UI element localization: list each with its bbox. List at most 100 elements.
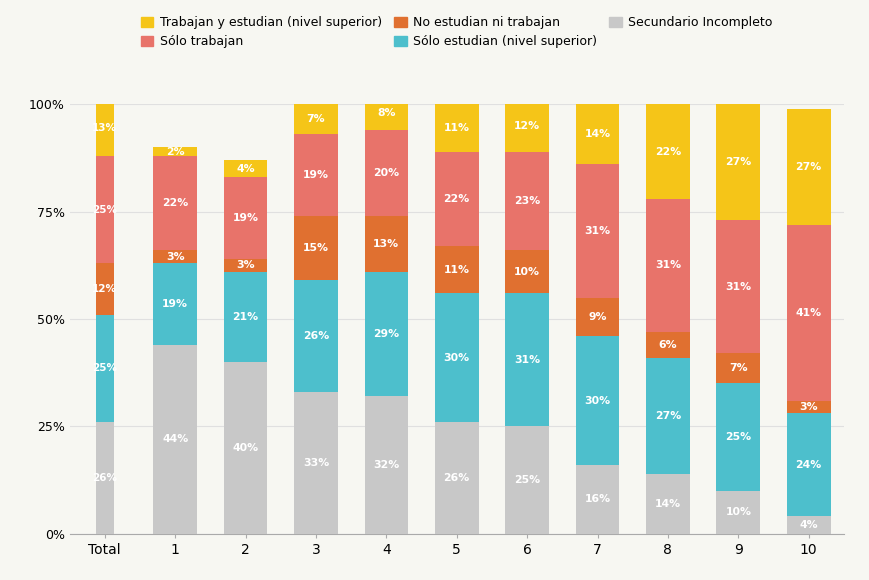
Bar	[575, 165, 619, 298]
Bar	[505, 151, 548, 251]
Text: 7%: 7%	[728, 363, 746, 374]
Bar	[575, 465, 619, 534]
Bar	[223, 177, 267, 259]
Bar	[434, 151, 478, 246]
Text: 25%: 25%	[92, 205, 117, 215]
Text: 22%: 22%	[654, 147, 680, 157]
Bar	[786, 401, 830, 414]
Text: 12%: 12%	[92, 284, 117, 294]
Text: 10%: 10%	[725, 507, 751, 517]
Text: 31%: 31%	[584, 226, 610, 236]
Bar	[96, 422, 114, 534]
Bar	[434, 293, 478, 422]
Text: 10%: 10%	[514, 267, 540, 277]
Bar	[716, 353, 760, 383]
Text: 7%: 7%	[306, 114, 325, 125]
Bar	[434, 422, 478, 534]
Bar	[575, 336, 619, 465]
Text: 27%: 27%	[794, 162, 821, 172]
Bar	[96, 156, 114, 263]
Text: 3%: 3%	[236, 260, 255, 270]
Text: 13%: 13%	[92, 123, 117, 133]
Bar	[786, 108, 830, 224]
Bar	[294, 392, 337, 534]
Bar	[364, 130, 408, 216]
Bar	[646, 199, 689, 332]
Bar	[505, 426, 548, 534]
Bar	[294, 216, 337, 280]
Bar	[153, 345, 196, 534]
Text: 2%: 2%	[166, 147, 184, 157]
Text: 29%: 29%	[373, 329, 399, 339]
Text: 23%: 23%	[514, 196, 540, 206]
Text: 26%: 26%	[302, 331, 328, 341]
Text: 12%: 12%	[514, 121, 540, 131]
Bar	[96, 263, 114, 315]
Bar	[364, 216, 408, 272]
Text: 33%: 33%	[302, 458, 328, 468]
Bar	[786, 516, 830, 534]
Bar	[575, 298, 619, 336]
Bar	[223, 160, 267, 177]
Bar	[153, 263, 196, 345]
Bar	[716, 220, 760, 353]
Text: 9%: 9%	[587, 312, 606, 322]
Text: 11%: 11%	[443, 123, 469, 133]
Bar	[364, 96, 408, 130]
Text: 26%: 26%	[92, 473, 117, 483]
Bar	[716, 491, 760, 534]
Bar	[223, 362, 267, 534]
Text: 4%: 4%	[799, 520, 817, 530]
Text: 20%: 20%	[373, 168, 399, 178]
Bar	[505, 293, 548, 426]
Text: 19%: 19%	[232, 213, 258, 223]
Text: 21%: 21%	[232, 312, 258, 322]
Bar	[505, 100, 548, 151]
Legend: Trabajan y estudian (nivel superior), Sólo trabajan, No estudian ni trabajan, Só: Trabajan y estudian (nivel superior), Só…	[141, 16, 772, 49]
Text: 3%: 3%	[799, 402, 817, 412]
Bar	[294, 280, 337, 392]
Text: 14%: 14%	[654, 499, 680, 509]
Bar	[294, 104, 337, 135]
Text: 4%: 4%	[236, 164, 255, 174]
Text: 6%: 6%	[658, 340, 676, 350]
Text: 31%: 31%	[725, 282, 751, 292]
Bar	[294, 135, 337, 216]
Text: 11%: 11%	[443, 264, 469, 275]
Text: 25%: 25%	[92, 363, 117, 374]
Bar	[716, 104, 760, 220]
Bar	[153, 251, 196, 263]
Bar	[364, 272, 408, 396]
Text: 26%: 26%	[443, 473, 469, 483]
Text: 30%: 30%	[584, 396, 610, 405]
Text: 19%: 19%	[162, 299, 188, 309]
Text: 31%: 31%	[654, 260, 680, 270]
Text: 3%: 3%	[166, 252, 184, 262]
Text: 16%: 16%	[584, 494, 610, 504]
Bar	[223, 272, 267, 362]
Text: 19%: 19%	[302, 170, 328, 180]
Text: 44%: 44%	[162, 434, 188, 444]
Bar	[646, 104, 689, 199]
Bar	[716, 383, 760, 491]
Text: 13%: 13%	[373, 239, 399, 249]
Bar	[364, 396, 408, 534]
Text: 14%: 14%	[584, 129, 610, 139]
Text: 41%: 41%	[795, 307, 821, 318]
Text: 25%: 25%	[514, 475, 540, 485]
Bar	[153, 147, 196, 156]
Text: 22%: 22%	[162, 198, 188, 208]
Bar	[434, 246, 478, 293]
Bar	[575, 104, 619, 165]
Bar	[96, 100, 114, 156]
Text: 30%: 30%	[443, 353, 469, 362]
Text: 32%: 32%	[373, 460, 399, 470]
Text: 27%: 27%	[725, 157, 751, 168]
Text: 31%: 31%	[514, 355, 540, 365]
Bar	[646, 332, 689, 358]
Bar	[646, 473, 689, 534]
Bar	[96, 315, 114, 422]
Bar	[434, 104, 478, 151]
Text: 8%: 8%	[376, 108, 395, 118]
Bar	[223, 259, 267, 272]
